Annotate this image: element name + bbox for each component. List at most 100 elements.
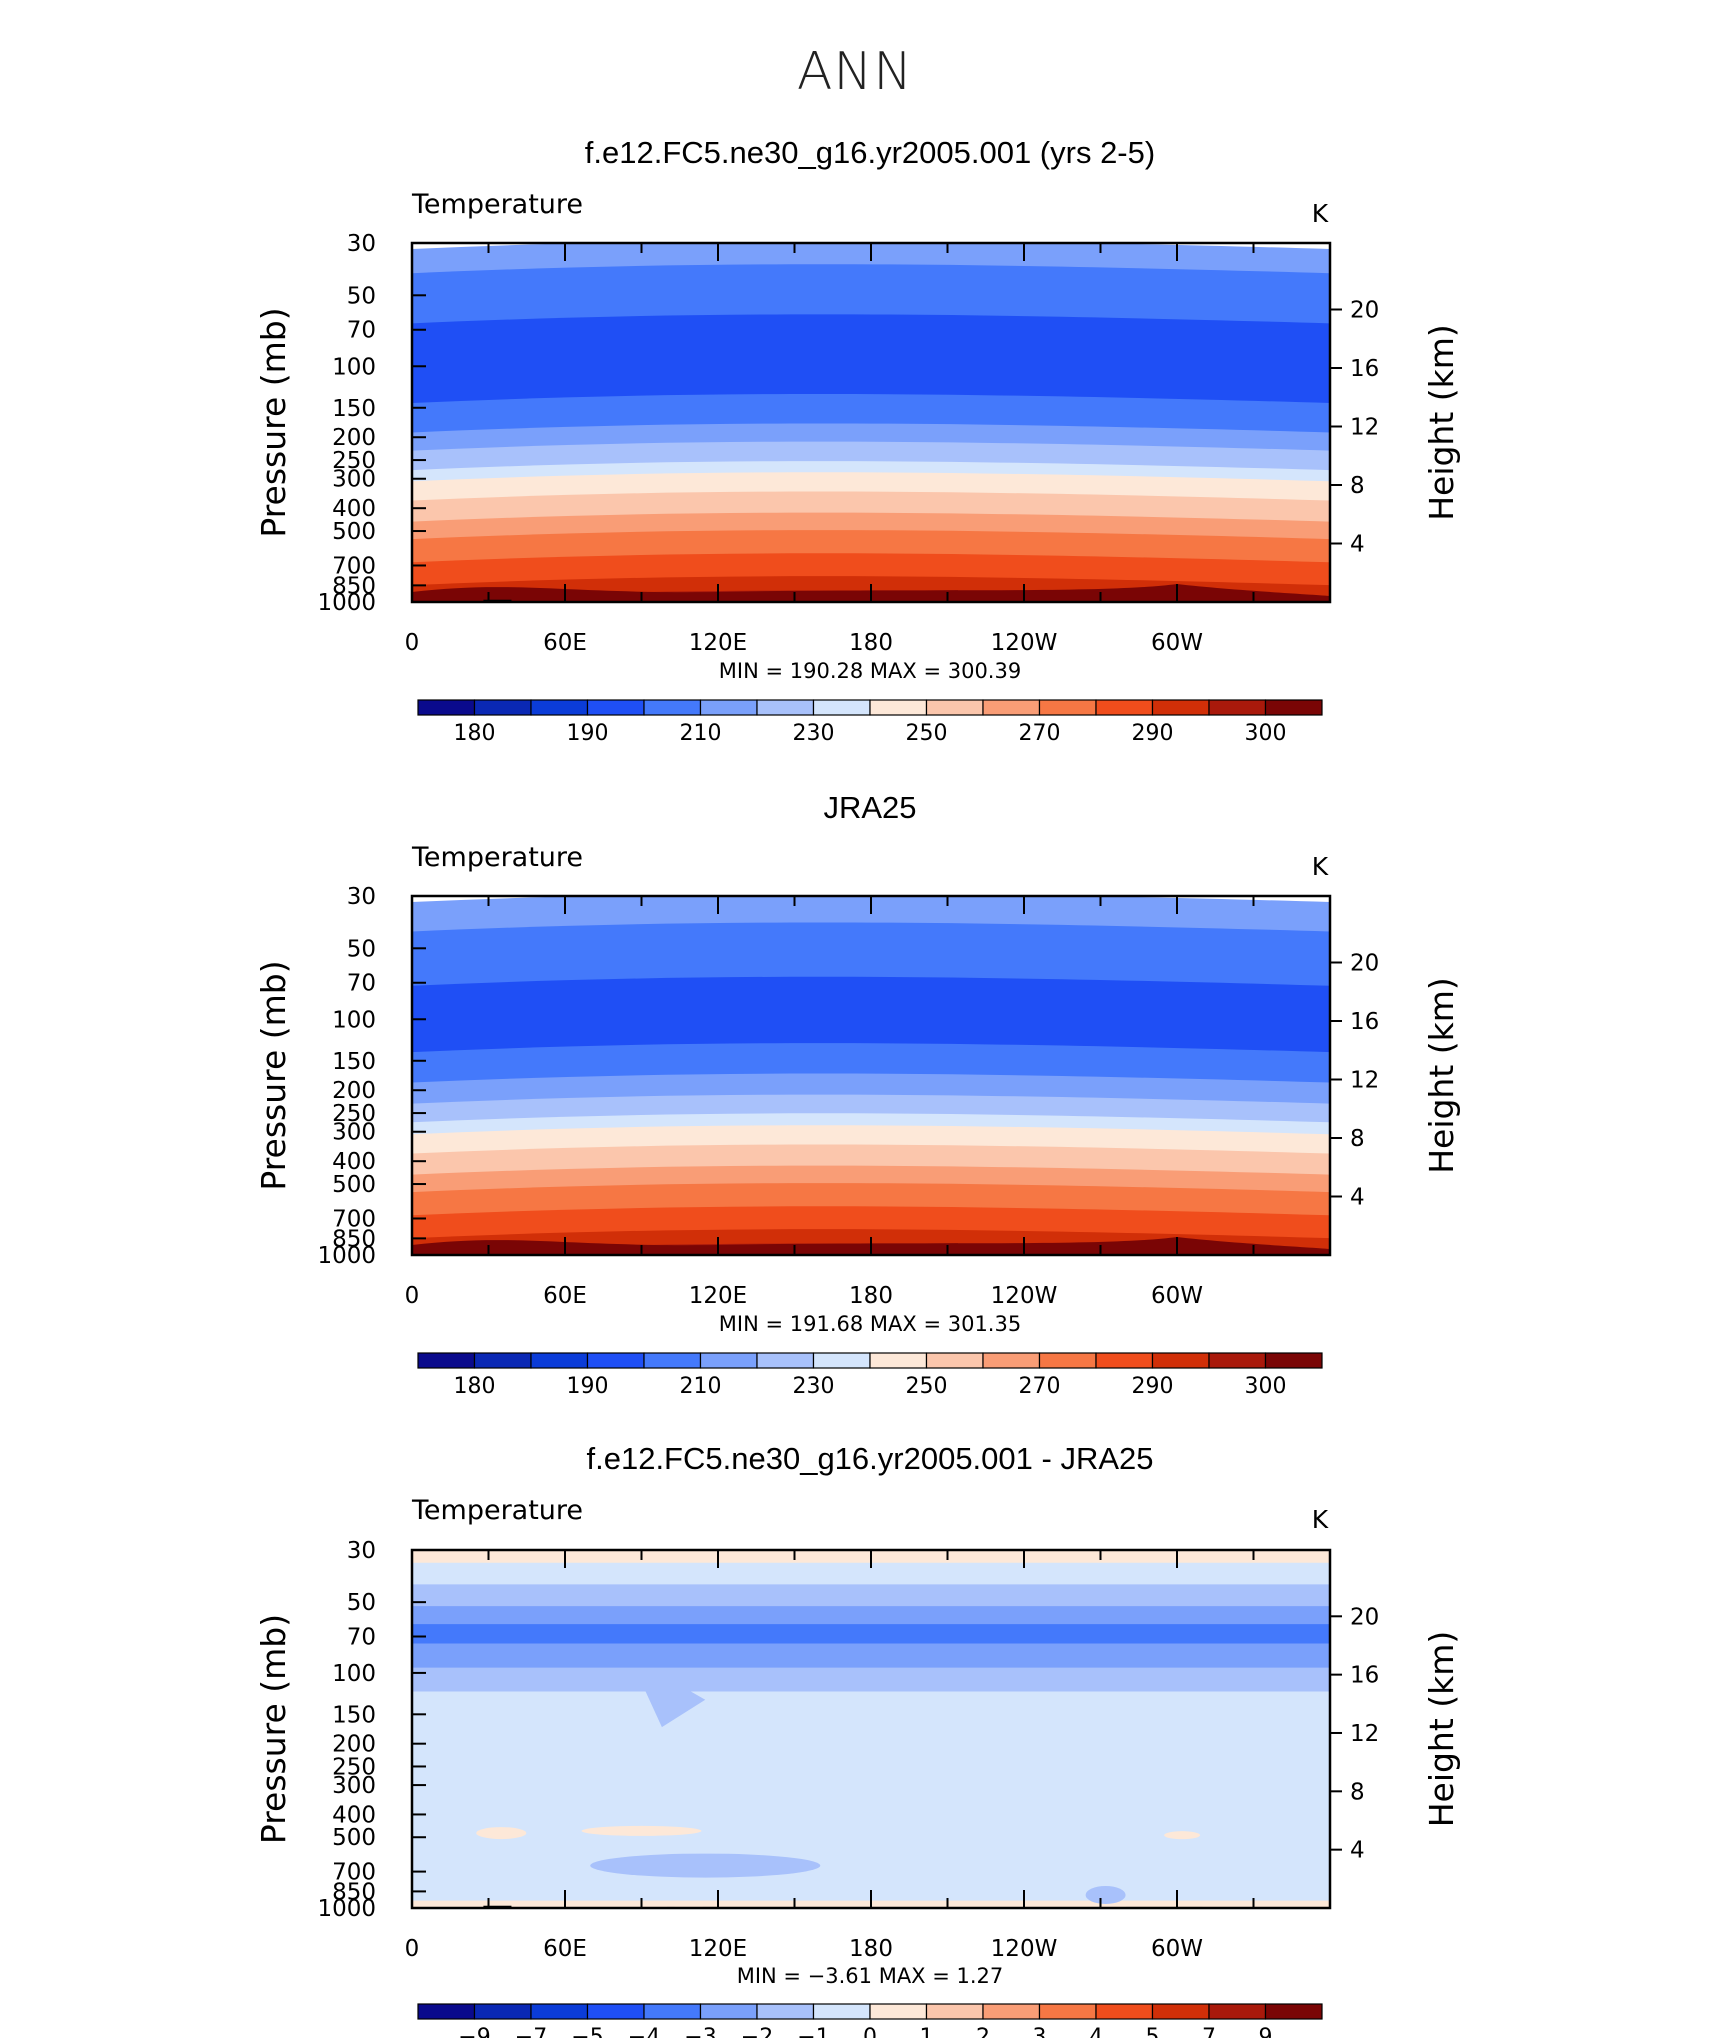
anomaly-patch	[1085, 1885, 1126, 1904]
colorbar-label: 4	[1089, 2025, 1103, 2038]
variable-label: Temperature	[411, 842, 583, 873]
x-tick-label: 120W	[991, 1936, 1058, 1962]
y-tick-label: 150	[332, 1702, 376, 1728]
y-tick-label: 150	[332, 1049, 376, 1075]
colorbar-label: 180	[454, 1374, 496, 1399]
x-tick-label: 0	[405, 1936, 420, 1962]
panel-3: f.e12.FC5.ne30_g16.yr2005.001 - JRA25305…	[254, 1441, 1461, 2038]
y-tick-label: 100	[332, 1007, 376, 1033]
colorbar-box	[1151, 2003, 1210, 2020]
colorbar-box	[586, 2003, 645, 2020]
panel-1: f.e12.FC5.ne30_g16.yr2005.001 (yrs 2-5) 3…	[254, 135, 1461, 746]
x-tick-label: 180	[849, 1283, 893, 1309]
units-label: K	[1312, 199, 1329, 228]
colorbar-box	[1208, 2003, 1267, 2020]
y-tick-label: 850	[332, 573, 376, 599]
y-tick-label: 1000	[317, 1243, 376, 1269]
colorbar-label: 250	[906, 1374, 948, 1399]
colorbar-box	[1038, 699, 1097, 716]
y-right-tick-label: 20	[1350, 950, 1379, 976]
colorbar-box	[473, 699, 532, 716]
y-right-tick-label: 4	[1350, 1184, 1365, 1210]
y-tick-label: 100	[332, 354, 376, 380]
colorbar-label: 7	[1202, 2025, 1216, 2038]
colorbar-box	[982, 1352, 1041, 1369]
colorbar-box	[925, 2003, 984, 2020]
colorbar-box	[586, 1352, 645, 1369]
colorbar-box	[925, 699, 984, 716]
x-tick-label: 60W	[1151, 1283, 1203, 1309]
colorbar-label: 190	[567, 721, 609, 746]
y-tick-label: 400	[332, 1802, 376, 1828]
x-tick-label: 0	[405, 1283, 420, 1309]
y-tick-label: 250	[332, 1754, 376, 1780]
colorbar-box	[1264, 2003, 1323, 2020]
x-tick-label: 120W	[991, 1283, 1058, 1309]
y-tick-label: 70	[347, 971, 376, 997]
y-axis-title: Pressure (mb)	[254, 307, 293, 537]
y-tick-label: 200	[332, 1078, 376, 1104]
colorbar-box	[417, 1352, 476, 1369]
colorbar-box	[473, 1352, 532, 1369]
contour-field	[412, 896, 1330, 1255]
colorbar-label: −5	[571, 2025, 603, 2038]
y-tick-label: 150	[332, 396, 376, 422]
colorbar-label: 190	[567, 1374, 609, 1399]
colorbar-label: 0	[863, 2025, 877, 2038]
colorbar-box	[1264, 1352, 1323, 1369]
colorbar-box	[812, 1352, 871, 1369]
colorbar-box	[1264, 699, 1323, 716]
anomaly-patch	[590, 1853, 821, 1878]
x-tick-label: 120W	[991, 630, 1058, 656]
y-tick-label: 50	[347, 1590, 376, 1616]
colorbar-box	[473, 2003, 532, 2020]
x-tick-label: 120E	[689, 1283, 747, 1309]
x-tick-label: 60W	[1151, 630, 1203, 656]
colorbar-box	[1095, 1352, 1154, 1369]
y-tick-label: 70	[347, 318, 376, 344]
colorbar-label: 1	[920, 2025, 934, 2038]
y-right-tick-label: 12	[1350, 1721, 1379, 1747]
colorbar-label: 300	[1245, 721, 1287, 746]
colorbar-label: 230	[793, 1374, 835, 1399]
colorbar-box	[982, 2003, 1041, 2020]
y-right-tick-label: 16	[1350, 1663, 1379, 1689]
colorbar-label: −7	[515, 2025, 547, 2038]
contour-band	[412, 1691, 1330, 1908]
y-tick-label: 250	[332, 448, 376, 474]
x-tick-label: 120E	[689, 1936, 747, 1962]
y-tick-label: 300	[332, 1773, 376, 1799]
colorbar-box	[756, 2003, 815, 2020]
y-right-tick-label: 12	[1350, 414, 1379, 440]
anomaly-patch	[1164, 1831, 1201, 1840]
y-tick-label: 250	[332, 1101, 376, 1127]
colorbar-box	[869, 2003, 928, 2020]
y-tick-label: 300	[332, 467, 376, 493]
colorbar-box	[530, 1352, 589, 1369]
x-tick-label: 180	[849, 630, 893, 656]
x-tick-label: 0	[405, 630, 420, 656]
colorbar-box	[530, 699, 589, 716]
units-label: K	[1312, 1505, 1329, 1534]
colorbar-label: 210	[680, 1374, 722, 1399]
y-tick-label: 850	[332, 1226, 376, 1252]
variable-label: Temperature	[411, 1495, 583, 1526]
y-tick-label: 700	[332, 1860, 376, 1886]
y-tick-label: 400	[332, 496, 376, 522]
colorbar-box	[530, 2003, 589, 2020]
colorbar-box	[643, 2003, 702, 2020]
panel-title: f.e12.FC5.ne30_g16.yr2005.001 (yrs 2-5)	[585, 135, 1155, 170]
y-tick-label: 850	[332, 1879, 376, 1905]
anomaly-patch	[476, 1827, 527, 1840]
colorbar-box	[586, 699, 645, 716]
colorbar-box	[643, 699, 702, 716]
y-tick-label: 30	[347, 884, 376, 910]
colorbar-box	[982, 699, 1041, 716]
y-tick-label: 100	[332, 1661, 376, 1687]
colorbar-box	[1151, 699, 1210, 716]
y-tick-label: 70	[347, 1625, 376, 1651]
x-tick-label: 60W	[1151, 1936, 1203, 1962]
colorbar-label: −4	[628, 2025, 660, 2038]
colorbar-label: 5	[1146, 2025, 1160, 2038]
colorbar-box	[699, 699, 758, 716]
